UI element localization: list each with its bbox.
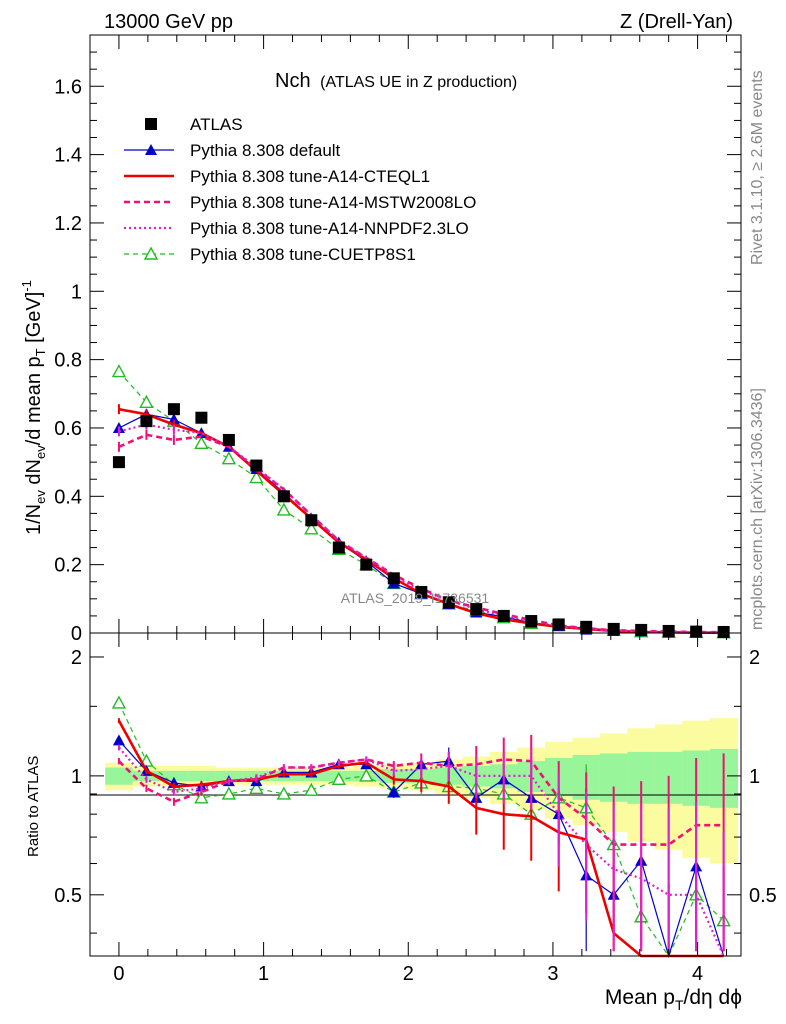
bottom-x-tick-label: 1 bbox=[258, 963, 269, 985]
rivet-label: Rivet 3.1.10, ≥ 2.6M events bbox=[749, 70, 766, 265]
ratio-data-point bbox=[194, 790, 209, 804]
top-data-point bbox=[139, 394, 154, 409]
legend-marker bbox=[145, 144, 157, 155]
bottom-y-tick-label-right: 1 bbox=[749, 766, 760, 788]
legend-label: Pythia 8.308 tune-A14-NNPDF2.3LO bbox=[190, 219, 469, 238]
top-y-tick-label: 0 bbox=[71, 623, 82, 645]
bottom-x-ticks: 0 1 2 3 4 bbox=[89, 633, 728, 985]
top-y-tick-label: 1.6 bbox=[54, 76, 82, 98]
ratio-data-point bbox=[331, 771, 347, 786]
top-data-point bbox=[360, 558, 373, 571]
top-y-tick-label: 1 bbox=[71, 281, 82, 303]
ratio-data-point bbox=[111, 695, 127, 709]
top-y-tick-label: 0.6 bbox=[54, 418, 82, 440]
ratio-data-point bbox=[304, 782, 319, 796]
header-right: Z (Drell-Yan) bbox=[620, 11, 733, 33]
top-data-point bbox=[497, 609, 510, 622]
bottom-y-tick-label: 0.5 bbox=[54, 885, 82, 907]
legend-marker bbox=[143, 246, 159, 260]
legend-label: Pythia 8.308 tune-CUETP8S1 bbox=[190, 245, 416, 264]
bottom-x-tick-label: 3 bbox=[547, 963, 558, 985]
ratio-data-point bbox=[221, 786, 237, 800]
top-data-point bbox=[304, 521, 319, 535]
legend-label: Pythia 8.308 tune-A14-CTEQL1 bbox=[190, 167, 430, 186]
top-data-point bbox=[112, 456, 125, 469]
mcplots-label: mcplots.cern.ch [arXiv:1306.3436] bbox=[749, 388, 766, 630]
bottom-x-tick-label: 0 bbox=[113, 963, 124, 985]
top-data-point bbox=[277, 490, 290, 503]
top-data-point bbox=[690, 625, 703, 638]
bottom-y-tick-label: 2 bbox=[71, 647, 82, 669]
legend: ATLAS Pythia 8.308 default Pythia 8.308 tu… bbox=[124, 115, 476, 264]
top-panel: 0 0.2 0.4 0.6 0.8 1 1.2 1.4 1.6 bbox=[54, 34, 742, 645]
top-data-point bbox=[580, 620, 593, 633]
stat-uncertainty-band bbox=[105, 767, 134, 785]
top-data-point bbox=[525, 615, 538, 628]
legend-label: ATLAS bbox=[190, 115, 243, 134]
bottom-y-tick-label-right: 2 bbox=[749, 647, 760, 669]
chart-title-main: Nch bbox=[275, 70, 311, 92]
top-data-point bbox=[552, 618, 565, 631]
x-axis-label: Mean pT/dη dϕ bbox=[605, 986, 742, 1013]
ratio-series-3 bbox=[117, 744, 725, 957]
bottom-y-tick-label-right: 0.5 bbox=[749, 885, 777, 907]
top-y-tick-label: 1.2 bbox=[54, 213, 82, 235]
chart-subtitle: (ATLAS UE in Z production) bbox=[320, 74, 517, 91]
top-y-axis-label: 1/Nev dNev/d mean pT [GeV]-1 bbox=[19, 280, 48, 535]
ratio-data-point bbox=[112, 734, 125, 746]
legend-label: Pythia 8.308 default bbox=[190, 141, 341, 160]
top-data-point bbox=[387, 572, 400, 585]
top-data-point bbox=[222, 433, 235, 446]
top-y-tick-label: 0.4 bbox=[54, 486, 82, 508]
top-data-point bbox=[249, 470, 264, 484]
top-data-point bbox=[415, 585, 428, 598]
legend-label: Pythia 8.308 tune-A14-MSTW2008LO bbox=[190, 193, 476, 212]
bottom-frame bbox=[89, 632, 742, 957]
top-y-tick-label: 1.4 bbox=[54, 145, 82, 167]
top-data-point bbox=[194, 435, 209, 450]
ratio-data-point bbox=[276, 786, 292, 800]
bottom-y-tick-label: 1 bbox=[71, 766, 82, 788]
top-data-point bbox=[140, 415, 153, 428]
top-x-ticks bbox=[89, 35, 728, 633]
top-frame bbox=[89, 34, 742, 634]
legend-marker bbox=[145, 118, 157, 130]
top-data-point bbox=[276, 502, 292, 516]
bottom-series-layer bbox=[111, 695, 731, 959]
top-y-tick-label: 0.2 bbox=[54, 555, 82, 577]
bottom-y-ticks: 0.5 0.5 1 1 2 2 bbox=[54, 647, 777, 934]
top-y-tick-label: 0.8 bbox=[54, 350, 82, 372]
watermark: ATLAS_2019_I1736531 bbox=[341, 590, 490, 606]
top-data-point bbox=[250, 459, 263, 472]
header-left: 13000 GeV pp bbox=[104, 11, 233, 33]
top-y-ticks: 0 0.2 0.4 0.6 0.8 1 1.2 1.4 1.6 bbox=[54, 51, 741, 645]
top-data-point bbox=[167, 413, 180, 425]
bottom-x-tick-label: 4 bbox=[692, 963, 703, 985]
top-data-point bbox=[195, 411, 208, 424]
stat-uncertainty-band bbox=[187, 770, 216, 782]
bottom-panel: 0.5 0.5 1 1 2 2 0 1 2 3 4 bbox=[54, 632, 777, 985]
stat-uncertainty-band bbox=[160, 770, 189, 782]
ratio-data-point bbox=[249, 780, 264, 795]
top-data-point bbox=[111, 364, 127, 378]
top-data-point bbox=[635, 623, 648, 636]
top-data-point bbox=[717, 625, 730, 638]
top-data-point bbox=[442, 596, 455, 609]
top-data-point bbox=[470, 603, 483, 616]
chart-title: Nch (ATLAS UE in Z production) bbox=[275, 70, 517, 92]
bottom-x-tick-label: 2 bbox=[403, 963, 414, 985]
top-data-point bbox=[167, 403, 180, 416]
top-data-point bbox=[221, 451, 237, 465]
ratio-data-point bbox=[387, 786, 400, 798]
bottom-y-axis-label: Ratio to ATLAS bbox=[25, 756, 42, 857]
top-data-point bbox=[332, 541, 345, 554]
ratio-data-point bbox=[359, 768, 374, 782]
top-data-point bbox=[305, 514, 318, 527]
